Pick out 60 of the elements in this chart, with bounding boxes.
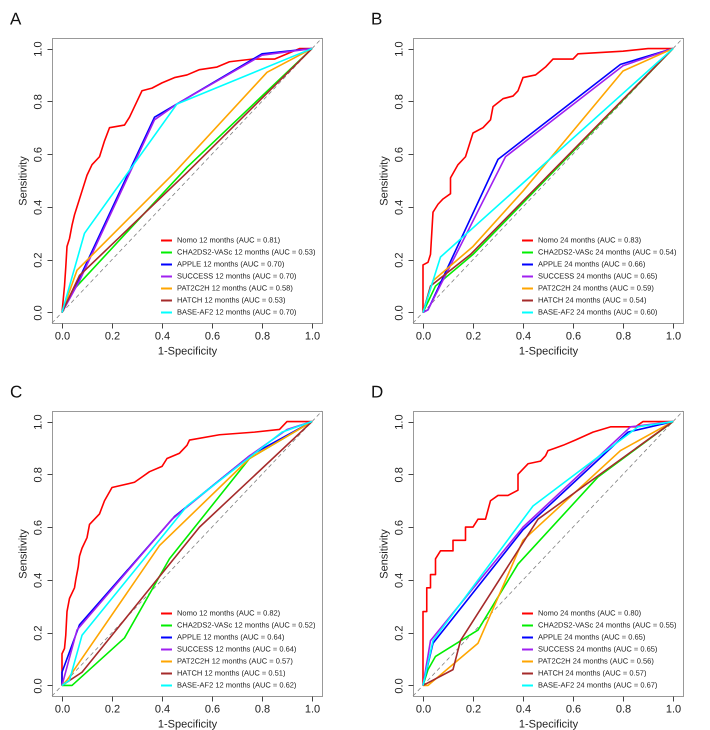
x-tick-label: 1.0 bbox=[304, 704, 320, 716]
x-tick-label: 0.0 bbox=[416, 704, 432, 716]
y-tick-label: 0.8 bbox=[394, 94, 406, 110]
y-axis-title: Sensitivity bbox=[378, 528, 390, 579]
x-tick-label: 0.4 bbox=[516, 330, 532, 342]
x-axis-title: 1-Specificity bbox=[518, 718, 579, 730]
x-tick-label: 0.6 bbox=[204, 330, 220, 342]
x-tick-label: 0.6 bbox=[566, 330, 582, 342]
y-tick-label: 0.8 bbox=[394, 467, 406, 482]
y-tick-label: 1.0 bbox=[394, 41, 406, 57]
chart-title: C bbox=[10, 382, 22, 402]
x-tick-label: 1.0 bbox=[304, 330, 320, 342]
y-tick-label: 0.6 bbox=[32, 520, 44, 536]
x-axis-title: 1-Specificity bbox=[158, 346, 218, 358]
y-tick-label: 1.0 bbox=[32, 414, 44, 430]
x-tick-label: 0.0 bbox=[54, 704, 70, 716]
chart-title: D bbox=[371, 382, 384, 402]
y-tick-label: 0.2 bbox=[32, 252, 44, 268]
y-tick-label: 1.0 bbox=[394, 414, 406, 430]
y-tick-label: 0.4 bbox=[394, 572, 406, 588]
y-tick-label: 0.4 bbox=[32, 200, 44, 216]
y-tick-label: 0.2 bbox=[394, 626, 406, 641]
y-axis-title: Sensitivity bbox=[378, 156, 390, 206]
y-tick-label: 0.0 bbox=[32, 305, 44, 321]
y-tick-label: 0.6 bbox=[32, 146, 44, 162]
y-tick-label: 1.0 bbox=[32, 41, 44, 57]
y-axis-title: Sensitivity bbox=[18, 156, 30, 206]
x-tick-label: 0.0 bbox=[416, 330, 432, 342]
y-tick-label: 0.0 bbox=[32, 678, 44, 694]
x-tick-label: 0.2 bbox=[104, 330, 120, 342]
y-tick-label: 0.8 bbox=[32, 94, 44, 110]
x-tick-label: 0.8 bbox=[616, 704, 632, 716]
y-axis-title: Sensitivity bbox=[18, 528, 30, 579]
y-tick-label: 0.2 bbox=[394, 252, 406, 268]
x-tick-label: 0.2 bbox=[466, 330, 482, 342]
x-tick-label: 0.2 bbox=[466, 704, 482, 716]
x-tick-label: 1.0 bbox=[666, 330, 682, 342]
chart-title: B bbox=[371, 9, 382, 28]
x-tick-label: 0.8 bbox=[616, 330, 632, 342]
x-tick-label: 1.0 bbox=[666, 704, 682, 716]
y-tick-label: 0.0 bbox=[394, 678, 406, 694]
x-tick-label: 0.4 bbox=[154, 330, 170, 342]
y-tick-label: 0.2 bbox=[32, 626, 44, 641]
x-tick-label: 0.6 bbox=[566, 704, 582, 716]
x-axis-title: 1-Specificity bbox=[518, 346, 579, 358]
y-tick-label: 0.0 bbox=[394, 305, 406, 321]
x-tick-label: 0.4 bbox=[154, 704, 170, 716]
x-tick-label: 0.8 bbox=[254, 704, 270, 716]
x-tick-label: 0.2 bbox=[104, 704, 120, 716]
y-tick-label: 0.4 bbox=[394, 200, 406, 216]
y-tick-label: 0.8 bbox=[32, 467, 44, 482]
chart-title: A bbox=[10, 9, 22, 28]
x-tick-label: 0.4 bbox=[516, 704, 532, 716]
x-tick-label: 0.0 bbox=[54, 330, 70, 342]
y-tick-label: 0.6 bbox=[394, 146, 406, 162]
x-axis-title: 1-Specificity bbox=[158, 718, 218, 730]
y-tick-label: 0.4 bbox=[32, 572, 44, 588]
x-tick-label: 0.6 bbox=[204, 704, 220, 716]
y-tick-label: 0.6 bbox=[394, 520, 406, 536]
x-tick-label: 0.8 bbox=[254, 330, 270, 342]
